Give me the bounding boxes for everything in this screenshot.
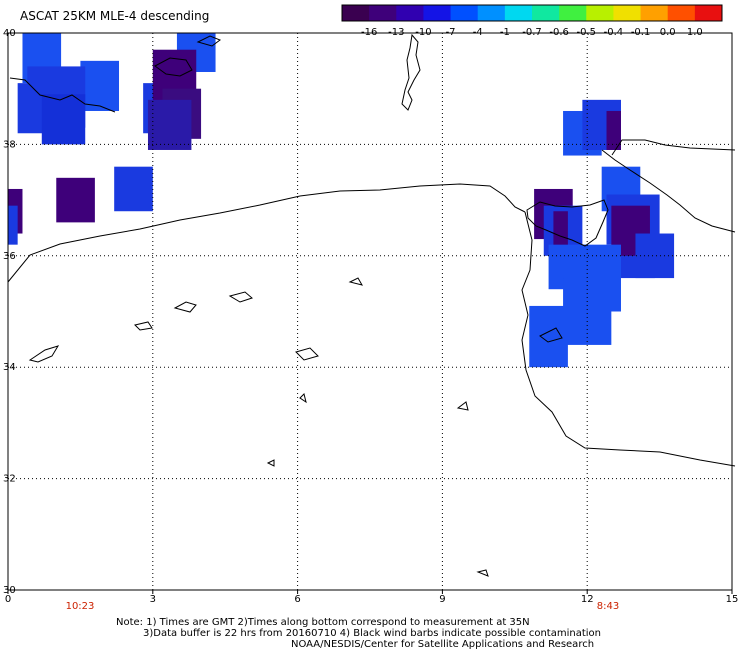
graticule — [8, 33, 732, 590]
colorbar-swatch — [504, 5, 533, 21]
colorbar-swatch — [477, 5, 506, 21]
lat-tick-label: 30 — [3, 585, 16, 596]
data-cell — [8, 205, 18, 245]
coastline — [7, 33, 736, 577]
colorbar-swatch — [667, 5, 696, 21]
lon-tick-label: 3 — [150, 594, 156, 605]
colorbar-border — [341, 4, 723, 22]
colorbar-swatch — [369, 5, 397, 21]
colorbar-swatch — [640, 5, 669, 21]
data-cell — [80, 60, 120, 111]
lat-tick-label: 38 — [3, 139, 16, 150]
lat-tick-label: 40 — [3, 28, 16, 39]
colorbar-swatch — [694, 5, 723, 21]
data-cell — [635, 233, 675, 279]
wind-data-layer — [8, 33, 675, 368]
lon-tick-label: 0 — [5, 594, 11, 605]
note-line-3: NOAA/NESDIS/Center for Satellite Applica… — [291, 639, 595, 650]
lat-tick-label: 32 — [3, 474, 16, 485]
note-line-2: 3)Data buffer is 22 hrs from 20160710 4)… — [143, 628, 601, 639]
frame-border — [7, 32, 733, 591]
colorbar-swatch — [532, 5, 560, 21]
data-cell — [606, 110, 621, 150]
data-cell — [147, 99, 192, 150]
lon-tick-label: 9 — [439, 594, 445, 605]
lat-tick-label: 34 — [3, 362, 16, 373]
data-cell — [56, 177, 95, 223]
data-cell — [114, 166, 153, 212]
data-cell — [563, 278, 612, 345]
colorbar-swatch — [450, 5, 479, 21]
lon-tick-label: 15 — [726, 594, 739, 605]
data-cell — [529, 305, 568, 368]
pass-time-label: 10:23 — [66, 601, 95, 612]
data-cell — [41, 94, 86, 145]
colorbar-swatch — [396, 5, 424, 21]
colorbar-swatch — [342, 5, 370, 21]
colorbar-swatch — [586, 5, 614, 21]
lon-tick-label: 6 — [294, 594, 300, 605]
map-title: ASCAT 25KM MLE-4 descending — [20, 9, 210, 23]
lat-tick-label: 36 — [3, 251, 16, 262]
colorbar-swatch — [613, 5, 642, 21]
colorbar-swatch — [423, 5, 452, 21]
lon-tick-label: 12 — [581, 594, 594, 605]
colorbar-swatch — [559, 5, 587, 21]
note-line-1: Note: 1) Times are GMT 2)Times along bot… — [116, 617, 530, 628]
map-frame — [7, 32, 733, 591]
pass-time-label: 8:43 — [597, 601, 619, 612]
